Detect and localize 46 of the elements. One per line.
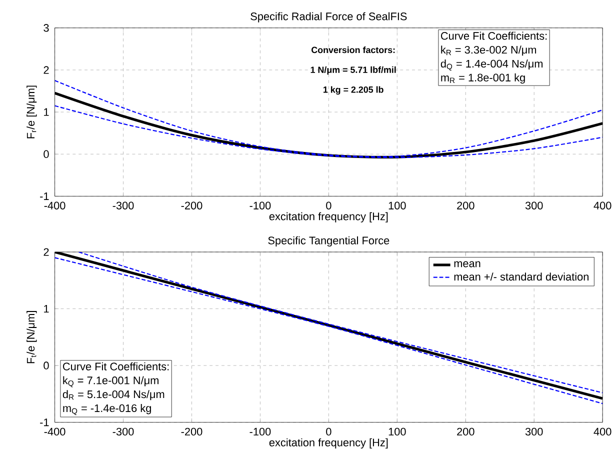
annotation: Conversion factors: bbox=[312, 46, 395, 54]
x-axis-title: excitation frequency [Hz] bbox=[269, 438, 388, 448]
x-tick-label: 300 bbox=[525, 428, 543, 436]
x-tick-label: -200 bbox=[181, 428, 202, 436]
y-axis-title: F$_{r}$/e [N/μm] bbox=[26, 86, 37, 138]
chart-title: Specific Tangential Force bbox=[268, 236, 390, 246]
x-axis-title: excitation frequency [Hz] bbox=[269, 212, 388, 222]
x-tick-label: -100 bbox=[250, 428, 271, 436]
x-tick-label: 100 bbox=[388, 202, 406, 210]
x-tick-label: 300 bbox=[525, 202, 543, 210]
y-tick-label: 1 bbox=[44, 304, 49, 312]
annotation: 1 N/μm = 5.71 lbf/mil bbox=[310, 66, 396, 75]
y-tick-label: 0 bbox=[44, 362, 49, 370]
y-axis-title: F$_{t}$/e [N/μm] bbox=[26, 310, 37, 364]
annotation: m$_{Q}$ = -1.4e-016 kg bbox=[63, 404, 151, 415]
legend-label: mean +/- standard deviation bbox=[454, 272, 588, 281]
x-tick-label: -400 bbox=[44, 428, 66, 436]
x-tick-label: -100 bbox=[250, 202, 271, 210]
x-tick-label: -400 bbox=[44, 202, 66, 210]
y-tick-label: 2 bbox=[44, 66, 49, 74]
annotation: Curve Fit Coefficients: bbox=[63, 362, 169, 370]
x-tick-label: 0 bbox=[326, 202, 332, 210]
annotation: d$_{R}$ = 5.1e-004 Ns/μm bbox=[62, 390, 164, 400]
x-tick-label: 100 bbox=[388, 428, 406, 436]
x-tick-label: -300 bbox=[112, 428, 134, 436]
x-tick-label: -300 bbox=[112, 202, 134, 210]
x-tick-label: 400 bbox=[594, 428, 612, 436]
y-tick-label: 1 bbox=[44, 108, 49, 116]
x-tick-label: -200 bbox=[181, 202, 202, 210]
annotation: d$_{Q}$ = 1.4e-004 Ns/μm bbox=[440, 59, 543, 70]
annotation: 1 kg = 2.205 lb bbox=[323, 86, 384, 95]
y-tick-label: -1 bbox=[40, 192, 49, 200]
y-tick-label: 0 bbox=[44, 150, 49, 158]
x-tick-label: 200 bbox=[457, 428, 474, 436]
legend-label: mean bbox=[454, 261, 480, 268]
annotation: k$_{R}$ = 3.3e-002 N/μm bbox=[441, 46, 536, 56]
y-tick-label: -1 bbox=[40, 418, 49, 426]
chart-title: Specific Radial Force of SealFIS bbox=[250, 12, 407, 22]
y-tick-label: 3 bbox=[44, 24, 49, 32]
x-tick-label: 200 bbox=[457, 202, 474, 210]
x-tick-label: 0 bbox=[326, 428, 332, 436]
y-tick-label: 2 bbox=[44, 248, 49, 256]
x-tick-label: 400 bbox=[594, 202, 612, 210]
annotation: m$_{R}$ = 1.8e-001 kg bbox=[441, 73, 525, 84]
annotation: Curve Fit Coefficients: bbox=[440, 32, 547, 40]
annotation: k$_{Q}$ = 7.1e-001 N/μm bbox=[63, 376, 158, 388]
